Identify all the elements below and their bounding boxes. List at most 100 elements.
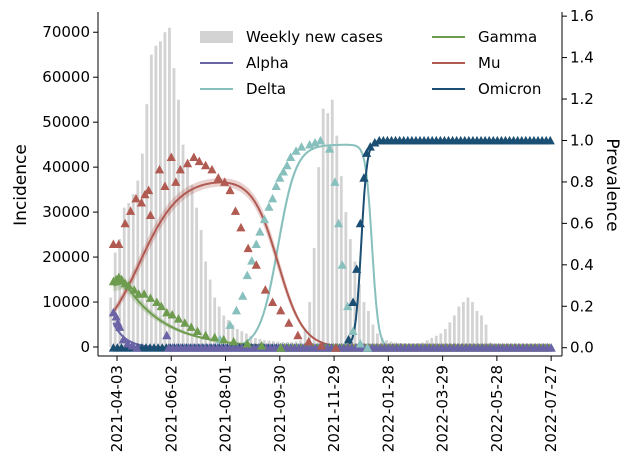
- axes-layer: 0 10000 20000 30000 40000 50000 60000 70000 0.0 0…: [42, 7, 594, 452]
- weekly-cases-bar: [149, 54, 153, 348]
- weekly-cases-bar: [371, 324, 375, 347]
- weekly-cases-bar: [484, 324, 488, 347]
- marker-gamma: [276, 343, 286, 352]
- weekly-cases-bar: [244, 333, 248, 348]
- marker-mu: [114, 239, 124, 249]
- marker-delta: [251, 239, 261, 249]
- weekly-cases-bar: [181, 144, 185, 347]
- weekly-cases-bar: [321, 108, 325, 348]
- weekly-cases-bar: [195, 207, 198, 348]
- weekly-cases-bar: [312, 248, 316, 348]
- legend-swatch-bar: [200, 31, 233, 43]
- weekly-cases-bar: [344, 212, 348, 347]
- y-tick-label-right: 0.6: [570, 214, 594, 232]
- marker-mu: [213, 173, 223, 182]
- marker-delta: [291, 146, 301, 155]
- weekly-cases-bar: [222, 315, 226, 348]
- marker-delta: [343, 301, 353, 311]
- weekly-cases-bar: [443, 329, 447, 348]
- y-tick-label-right: 0.4: [570, 256, 594, 274]
- weekly-cases-bar: [303, 329, 307, 348]
- marker-gamma: [201, 330, 211, 340]
- weekly-cases-bar: [127, 203, 131, 348]
- marker-delta: [337, 260, 347, 269]
- weekly-cases-bar: [190, 185, 194, 347]
- marker-omicron: [352, 264, 362, 273]
- marker-delta: [324, 144, 335, 153]
- weekly-cases-bar: [348, 239, 352, 347]
- marker-mu: [125, 206, 136, 215]
- weekly-cases-bar: [439, 333, 443, 348]
- marker-delta: [278, 166, 289, 176]
- weekly-cases-bar: [317, 167, 321, 348]
- marker-delta: [348, 326, 358, 336]
- marker-delta: [264, 202, 274, 211]
- marker-alpha: [118, 334, 128, 344]
- marker-gamma: [186, 322, 196, 331]
- weekly-cases-bar: [231, 324, 235, 347]
- marker-delta: [238, 291, 248, 300]
- marker-mu: [131, 193, 141, 203]
- y-tick-label-right: 0.8: [570, 173, 594, 191]
- weekly-cases-bar: [457, 306, 461, 348]
- marker-mu: [316, 341, 327, 350]
- y-tick-label-left: 20000: [42, 248, 90, 266]
- marker-delta: [271, 181, 281, 190]
- y-tick-label-right: 0.0: [570, 339, 594, 357]
- marker-mu: [243, 243, 253, 253]
- legend-label: Weekly new cases: [246, 28, 383, 46]
- marker-alpha: [162, 330, 172, 340]
- weekly-cases-bar: [186, 162, 189, 348]
- weekly-cases-bar: [272, 341, 275, 348]
- marker-mu: [182, 158, 193, 168]
- legend-label: Omicron: [478, 80, 541, 98]
- weekly-cases-bar: [475, 311, 479, 347]
- marker-omicron: [362, 148, 372, 157]
- marker-gamma: [167, 309, 177, 319]
- marker-mu: [145, 210, 156, 219]
- weekly-cases-bar: [471, 302, 474, 348]
- weekly-cases-bar: [434, 335, 438, 347]
- marker-mu: [260, 285, 270, 294]
- weekly-cases-bar: [253, 338, 257, 347]
- marker-delta: [231, 305, 241, 315]
- marker-mu: [201, 160, 211, 170]
- marker-mu: [331, 343, 341, 352]
- weekly-cases-bar: [208, 279, 212, 348]
- x-tick-label: 2021-11-29: [325, 365, 343, 452]
- weekly-cases-bar: [480, 315, 483, 348]
- weekly-cases-bar: [430, 338, 434, 347]
- weekly-cases-bar: [177, 99, 180, 348]
- y-axis-title-right: Prevalence: [602, 138, 622, 231]
- marker-mu: [251, 260, 261, 269]
- marker-mu: [276, 305, 286, 315]
- weekly-cases-bar: [199, 230, 203, 348]
- weekly-cases-bar: [367, 311, 370, 347]
- marker-alpha: [132, 343, 142, 352]
- weekly-cases-bar: [462, 302, 465, 348]
- marker-gamma: [162, 307, 172, 317]
- weekly-cases-bar: [258, 338, 262, 347]
- marker-gamma: [145, 293, 156, 302]
- weekly-cases-bar: [380, 338, 384, 347]
- marker-gamma: [139, 289, 149, 298]
- marker-omicron: [355, 218, 365, 228]
- markers-layer: [108, 135, 556, 352]
- x-tick-label: 2022-07-27: [542, 365, 560, 452]
- marker-gamma: [152, 297, 162, 307]
- marker-delta: [242, 270, 252, 280]
- marker-mu: [120, 218, 130, 228]
- marker-gamma: [173, 314, 184, 323]
- weekly-cases-bar: [118, 239, 122, 347]
- marker-gamma: [116, 274, 127, 284]
- y-tick-label-left: 70000: [42, 23, 90, 41]
- x-tick-label: 2022-01-28: [379, 365, 397, 452]
- legend-label: Mu: [478, 54, 500, 72]
- weekly-cases-bar: [394, 342, 397, 348]
- weekly-cases-bar: [159, 41, 162, 348]
- marker-mu: [267, 297, 278, 307]
- marker-delta: [333, 218, 344, 228]
- weekly-cases-bar: [448, 322, 452, 347]
- y-tick-label-left: 0: [80, 338, 90, 356]
